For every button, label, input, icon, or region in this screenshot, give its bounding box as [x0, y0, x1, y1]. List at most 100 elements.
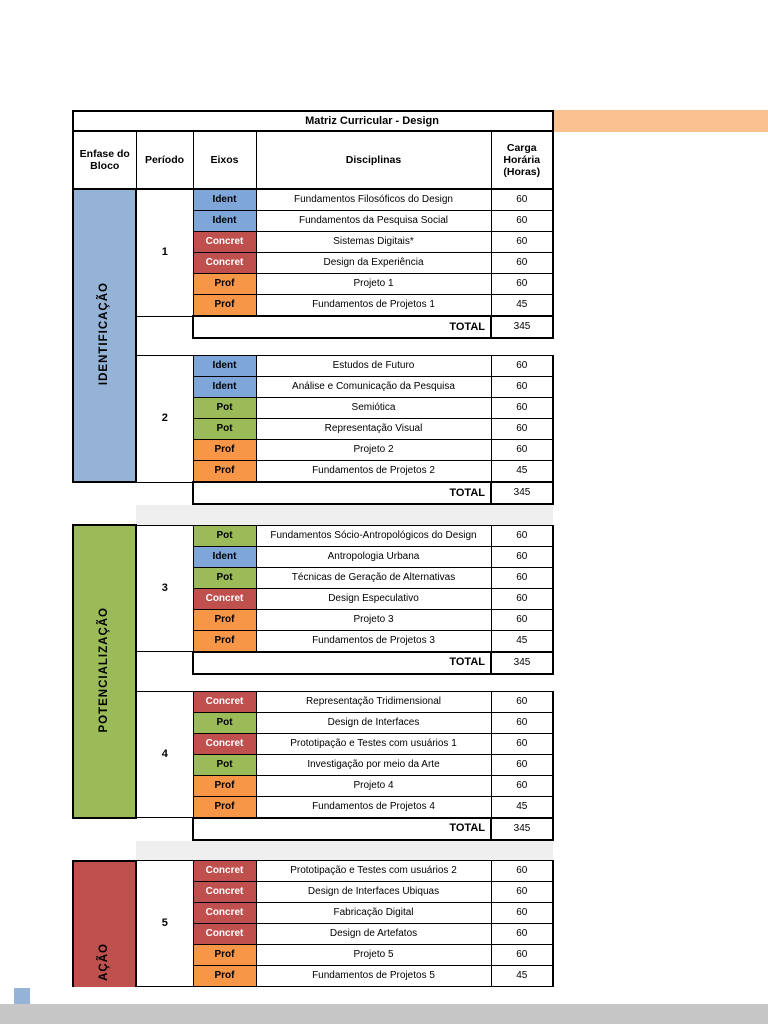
period-number-cell: 4	[135, 690, 194, 818]
header-disciplinas: Disciplinas	[255, 130, 492, 190]
eixo-cell: Concret	[192, 690, 257, 713]
header-enfase-do-bloco: Enfase do Bloco	[72, 130, 137, 190]
discipline-row: IDENTIFICAÇÃO 1 Ident Fundamentos Filosófic…	[72, 188, 555, 483]
discipline-cell: Sistemas Digitais*	[255, 231, 492, 253]
total-label-cell: TOTAL	[192, 816, 492, 841]
discipline-cell: Projeto 2	[255, 439, 492, 461]
discipline-row: Prof Fundamentos de Projetos 4 45	[73, 795, 555, 818]
eixo-cell: Prof	[192, 965, 257, 987]
empty-cell	[73, 817, 136, 840]
eixo-cell: Ident	[192, 355, 257, 377]
discipline-cell: Estudos de Futuro	[255, 355, 492, 377]
hours-cell: 60	[490, 231, 555, 253]
discipline-row: Pot Semiótica 60	[73, 397, 555, 419]
eixo-cell: Ident	[192, 545, 257, 568]
discipline-cell: Semiótica	[255, 397, 492, 419]
discipline-cell: Representação Visual	[255, 418, 492, 440]
discipline-cell: Projeto 4	[255, 774, 492, 797]
eixo-cell: Concret	[192, 252, 257, 274]
discipline-cell: Fundamentos Filosóficos do Design	[255, 188, 492, 211]
hours-cell: 60	[490, 690, 555, 713]
discipline-row: Prof Fundamentos de Projetos 2 45	[73, 460, 555, 483]
hours-cell: 60	[490, 732, 555, 755]
block-spacer-row	[73, 504, 554, 525]
hours-cell: 60	[490, 881, 555, 903]
eixo-cell: Pot	[192, 753, 257, 776]
eixo-cell: Pot	[192, 524, 257, 547]
discipline-row: 2 Ident Estudos de Futuro 60	[73, 355, 555, 483]
discipline-cell: Fundamentos da Pesquisa Social	[255, 210, 492, 232]
hours-cell: 60	[490, 944, 555, 966]
hours-cell: 60	[490, 545, 555, 568]
total-row: TOTAL 345	[73, 650, 555, 675]
hours-cell: 60	[490, 711, 555, 734]
total-row: TOTAL 345	[73, 315, 555, 339]
total-value-cell: 345	[489, 650, 555, 675]
eixo-cell: Concret	[192, 732, 257, 755]
empty-cell	[73, 504, 136, 525]
hours-cell: 60	[490, 439, 555, 461]
discipline-row: POTENCIALIZAÇÃO 3 Pot Fundamentos Sócio-Ant…	[72, 524, 555, 819]
eixo-cell: Concret	[192, 923, 257, 945]
discipline-cell: Fundamentos de Projetos 4	[255, 795, 492, 818]
discipline-cell: Fabricação Digital	[255, 902, 492, 924]
hours-cell: 60	[490, 923, 555, 945]
empty-cell	[136, 651, 193, 674]
highlight-banner	[552, 110, 768, 132]
eixo-cell: Prof	[192, 774, 257, 797]
block-label-cell: AÇÃO	[72, 859, 137, 987]
block-label: IDENTIFICAÇÃO	[97, 282, 110, 386]
period-spacer-cell	[136, 338, 554, 356]
discipline-cell: Design de Interfaces Ubiquas	[255, 881, 492, 903]
eixo-cell: Concret	[192, 860, 257, 882]
discipline-cell: Investigação por meio da Arte	[255, 753, 492, 776]
header-row: Enfase do Bloco Período Eixos Disciplina…	[72, 130, 555, 190]
empty-cell	[136, 817, 193, 840]
block-spacer-cell	[136, 504, 554, 525]
table-head: Matriz Curricular - Design Enfase do Blo…	[71, 110, 555, 190]
discipline-row: Concret Sistemas Digitais* 60	[73, 231, 555, 253]
title-row: Matriz Curricular - Design	[71, 110, 555, 132]
block-spacer-row	[73, 839, 554, 861]
discipline-row: Concret Design da Experiência 60	[73, 252, 555, 274]
page-separator-bar	[0, 1004, 768, 1024]
eixo-cell: Prof	[192, 944, 257, 966]
discipline-cell: Fundamentos de Projetos 3	[255, 629, 492, 652]
eixo-cell: Prof	[192, 629, 257, 652]
discipline-cell: Fundamentos de Projetos 2	[255, 460, 492, 483]
block-label-cell: IDENTIFICAÇÃO	[72, 188, 137, 483]
discipline-row: Prof Projeto 4 60	[73, 774, 555, 797]
table-title: Matriz Curricular - Design	[71, 110, 555, 132]
curriculum-table: Matriz Curricular - Design Enfase do Blo…	[71, 110, 555, 987]
eixo-cell: Pot	[192, 566, 257, 589]
hours-cell: 60	[490, 587, 555, 610]
discipline-cell: Análise e Comunicação da Pesquisa	[255, 376, 492, 398]
curriculum-table-wrap: Matriz Curricular - Design Enfase do Blo…	[71, 110, 555, 987]
period-spacer-row	[73, 673, 554, 691]
empty-cell	[73, 839, 136, 861]
discipline-cell: Fundamentos de Projetos 1	[255, 294, 492, 317]
eixo-cell: Concret	[192, 231, 257, 253]
discipline-cell: Prototipação e Testes com usuários 2	[255, 860, 492, 882]
discipline-cell: Prototipação e Testes com usuários 1	[255, 732, 492, 755]
empty-cell	[136, 316, 193, 338]
discipline-row: Concret Design de Interfaces Ubiquas 60	[73, 881, 555, 903]
eixo-cell: Prof	[192, 460, 257, 483]
block-label-cell: POTENCIALIZAÇÃO	[72, 524, 137, 819]
empty-cell	[136, 482, 193, 504]
discipline-row: Ident Análise e Comunicação da Pesquisa 60	[73, 376, 555, 398]
hours-cell: 45	[490, 965, 555, 987]
eixo-cell: Prof	[192, 294, 257, 317]
total-label-cell: TOTAL	[192, 650, 492, 675]
total-row: TOTAL 345	[73, 816, 555, 841]
discipline-row: Concret Prototipação e Testes com usuário…	[73, 732, 555, 755]
hours-cell: 60	[490, 566, 555, 589]
hours-cell: 60	[490, 355, 555, 377]
block-label: POTENCIALIZAÇÃO	[97, 606, 110, 733]
discipline-cell: Design de Interfaces	[255, 711, 492, 734]
period-spacer-cell	[136, 673, 554, 691]
discipline-cell: Antropologia Urbana	[255, 545, 492, 568]
discipline-row: Pot Investigação por meio da Arte 60	[73, 753, 555, 776]
hours-cell: 60	[490, 397, 555, 419]
discipline-row: Prof Fundamentos de Projetos 1 45	[73, 294, 555, 317]
